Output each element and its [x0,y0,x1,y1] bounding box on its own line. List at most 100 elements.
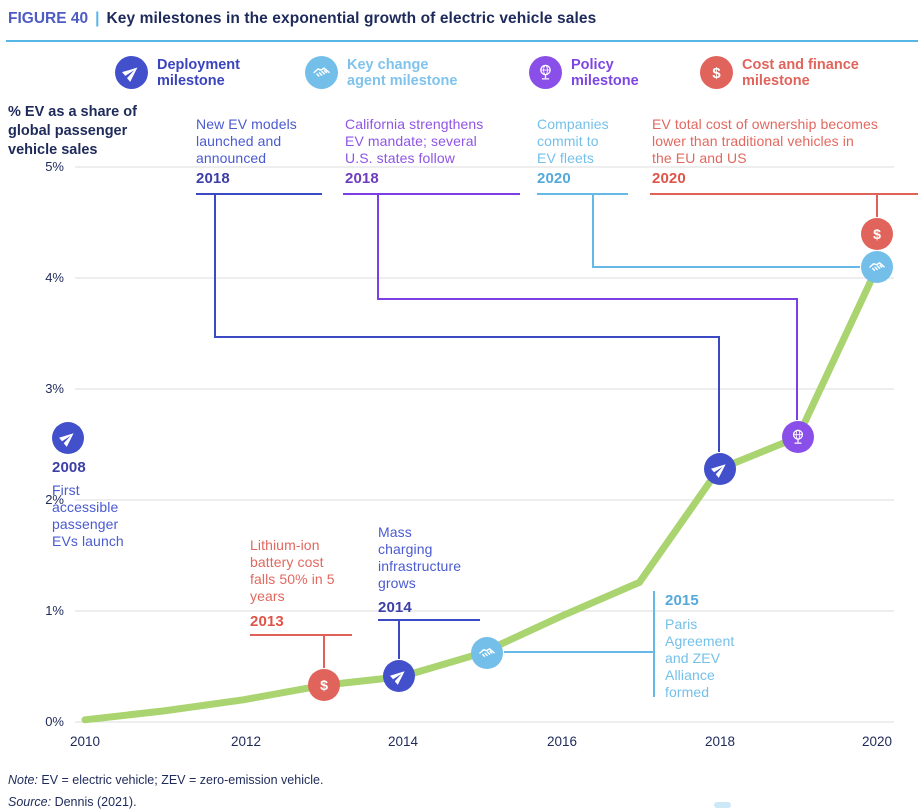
marker-2018-policy [782,421,814,453]
x-tick-2014: 2014 [387,734,419,749]
annotation-2008-first-evs: 2008 First accessible passenger EVs laun… [52,459,124,550]
marker-2020-key-change [861,251,893,283]
legend-item-cost-finance: Cost and finance milestone [700,56,859,89]
milestone-text-line: infrastructure [378,558,462,574]
milestone-text-line: EV fleets [537,150,594,166]
connector-new-ev-models [196,193,720,452]
milestone-text-line: grows [378,575,416,591]
milestone-text-line: launched and [196,133,282,149]
milestone-text-line: Alliance [665,667,715,683]
milestone-text-line: battery cost [250,554,324,570]
ev-share-line [81,264,881,724]
milestone-text-line: California strengthens [345,116,484,132]
milestone-text-line: announced [196,150,267,166]
annotation-2015-paris-agreement: 2015 Paris Agreement and ZEV Alliance fo… [665,592,734,701]
annotation-2018-new-ev-models: New EV models launched and announced 201… [196,116,297,187]
milestone-text-line: charging [378,541,433,557]
legend-label: milestone [157,72,225,89]
annotation-2014-charging-infra: Mass charging infrastructure grows 2014 [378,524,461,616]
milestone-year: 2008 [52,459,86,476]
milestone-text-line: EVs launch [52,533,124,549]
milestone-text-line: First [52,482,80,498]
y-tick-3: 3% [45,381,64,396]
paper-plane-icon [115,56,148,89]
dollar-icon [700,56,733,89]
x-tick-2012: 2012 [230,734,262,749]
marker-2014-deployment [383,660,415,692]
annotation-2020-companies-fleets: Companies commit to EV fleets 2020 [537,116,609,187]
source-text: Dennis (2021). [51,795,137,809]
milestone-year: 2014 [378,599,412,616]
marker-2020-cost [861,218,893,250]
connector-battery-cost [250,634,352,668]
milestone-text-line: Agreement [665,633,735,649]
marker-2018-deployment [704,453,736,485]
x-tick-2010: 2010 [69,734,101,749]
milestone-text-line: Lithium-ion [250,537,320,553]
milestone-text-line: accessible [52,499,119,515]
handshake-icon [305,56,338,89]
milestone-text-line: years [250,588,285,604]
milestone-text-line: falls 50% in 5 [250,571,335,587]
legend-label: milestone [742,72,810,89]
connector-paris-agreement [504,591,655,697]
milestone-text-line: New EV models [196,116,297,132]
legend-item-key-change: Key change agent milestone [305,56,457,89]
y-axis-title-line: % EV as a share of [8,104,137,120]
legend-label: agent milestone [347,72,458,89]
annotation-2018-california-mandate: California strengthens EV mandate; sever… [345,116,483,187]
milestone-year: 2020 [537,170,571,187]
milestone-text-line: Mass [378,524,412,540]
partial-logo-icon [714,802,731,808]
y-axis-title-line: vehicle sales [8,142,98,158]
x-tick-2016: 2016 [546,734,578,749]
milestone-text-line: U.S. states follow [345,150,455,166]
connector-total-cost [650,193,918,217]
legend-item-deployment: Deployment milestone [115,56,240,89]
milestone-text-line: Companies [537,116,609,132]
x-tick-2018: 2018 [704,734,736,749]
legend-item-policy: Policy milestone [529,56,639,89]
y-tick-0: 0% [45,714,64,729]
milestone-year: 2018 [345,170,379,187]
milestone-text-line: commit to [537,133,599,149]
marker-2013-cost [308,669,340,701]
x-tick-2020: 2020 [861,734,893,749]
milestone-year: 2020 [652,170,686,187]
y-tick-4: 4% [45,270,64,285]
milestone-year: 2013 [250,613,284,630]
milestone-markers [52,218,893,701]
y-axis-title: % EV as a share of global passenger vehi… [8,103,137,160]
milestone-text-line: the EU and US [652,150,747,166]
milestone-text-line: and ZEV [665,650,721,666]
legend-label: Deployment [157,56,240,73]
milestone-text-line: EV total cost of ownership becomes [652,116,878,132]
annotation-2013-battery-cost: Lithium-ion battery cost falls 50% in 5 … [250,537,335,630]
note-text: EV = electric vehicle; ZEV = zero-emissi… [37,773,324,787]
milestone-year: 2015 [665,592,699,609]
milestone-year: 2018 [196,170,230,187]
source-label: Source: [8,795,52,809]
gridlines [75,166,894,723]
figure-label: FIGURE 40 [8,10,89,27]
header-separator: | [95,10,100,27]
globe-icon [529,56,562,89]
figure-header: FIGURE 40 | Key milestones in the exponent… [8,10,596,28]
milestone-text-line: formed [665,684,710,700]
header-divider [6,40,918,42]
milestone-text-line: EV mandate; several [345,133,477,149]
connector-companies-fleets [537,193,860,268]
annotation-2020-total-cost: EV total cost of ownership becomes lower… [652,116,918,187]
marker-2008-deployment [52,422,84,454]
milestone-text-line: passenger [52,516,119,532]
milestone-text-line: Paris [665,616,698,632]
milestone-text-line: lower than traditional vehicles in [652,133,854,149]
figure-title: Key milestones in the exponential growth… [106,10,597,27]
legend-label: milestone [571,72,639,89]
legend-label: Key change [347,56,429,73]
connector-california-mandate [343,193,798,420]
legend-label: Policy [571,56,614,73]
y-axis-title-line: global passenger [8,123,128,139]
connector-charging-infra [378,619,480,659]
